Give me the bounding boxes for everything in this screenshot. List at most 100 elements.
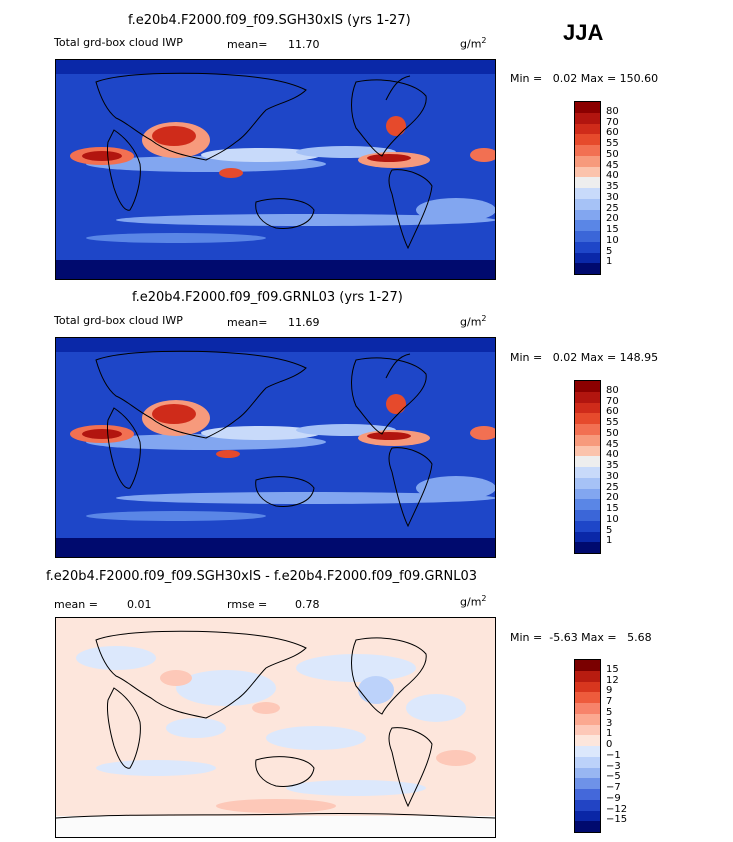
panel3-map bbox=[55, 617, 496, 838]
panel1-colorbar bbox=[574, 101, 601, 275]
colorbar-segment bbox=[575, 767, 600, 779]
colorbar-level-label: 5 bbox=[606, 706, 613, 718]
panel2-map bbox=[55, 337, 496, 558]
colorbar-segment bbox=[575, 112, 600, 124]
colorbar-segment bbox=[575, 660, 600, 671]
colorbar-segment bbox=[575, 123, 600, 135]
panel2-minmax: Min = 0.02 Max = 148.95 bbox=[510, 351, 659, 364]
colorbar-segment bbox=[575, 703, 600, 714]
colorbar-level-label: 10 bbox=[606, 513, 619, 525]
colorbar-segment bbox=[575, 145, 600, 156]
panel1-map bbox=[55, 59, 496, 280]
colorbar-segment bbox=[575, 799, 600, 811]
colorbar-segment bbox=[575, 102, 600, 113]
colorbar-segment bbox=[575, 188, 600, 199]
colorbar-level-label: 45 bbox=[606, 159, 619, 171]
colorbar-level-label: 15 bbox=[606, 224, 619, 235]
colorbar-segment bbox=[575, 713, 600, 725]
season-label: JJA bbox=[563, 20, 604, 45]
panel3-minmax: Min = -5.63 Max = 5.68 bbox=[510, 631, 652, 644]
colorbar-segment bbox=[575, 488, 600, 500]
colorbar-level-label: 35 bbox=[606, 460, 619, 471]
colorbar-level-label: −1 bbox=[606, 749, 621, 761]
colorbar-segment bbox=[575, 670, 600, 682]
panel1-mean-value: 11.70 bbox=[288, 38, 320, 51]
colorbar-level-label: 40 bbox=[606, 449, 619, 461]
colorbar-segment bbox=[575, 692, 600, 703]
colorbar-segment bbox=[575, 413, 600, 424]
colorbar-segment bbox=[575, 531, 600, 543]
colorbar-level-label: 1 bbox=[606, 535, 613, 547]
colorbar-level-label: 45 bbox=[606, 438, 619, 450]
panel2-colorbar bbox=[574, 380, 601, 554]
colorbar-level-label: 5 bbox=[606, 524, 613, 536]
colorbar-segment bbox=[575, 198, 600, 210]
colorbar-level-label: 5 bbox=[606, 245, 613, 257]
colorbar-level-label: 30 bbox=[606, 191, 619, 203]
colorbar-level-label: 20 bbox=[606, 492, 619, 504]
colorbar-segment bbox=[575, 821, 600, 832]
panel2-mean-label: mean= bbox=[227, 316, 268, 329]
panel1-variable: Total grd-box cloud IWP bbox=[54, 36, 183, 49]
colorbar-segment bbox=[575, 499, 600, 510]
colorbar-level-label: 9 bbox=[606, 685, 613, 697]
colorbar-level-label: 12 bbox=[606, 674, 619, 686]
colorbar-segment bbox=[575, 134, 600, 145]
panel3-mean-label: mean = bbox=[54, 598, 98, 611]
colorbar-level-label: 3 bbox=[606, 717, 613, 729]
colorbar-level-label: 60 bbox=[606, 406, 619, 418]
colorbar-segment bbox=[575, 510, 600, 521]
colorbar-level-label: 70 bbox=[606, 395, 619, 407]
colorbar-segment bbox=[575, 252, 600, 264]
colorbar-level-label: 7 bbox=[606, 696, 613, 707]
colorbar-segment bbox=[575, 467, 600, 478]
panel3-rmse-label: rmse = bbox=[227, 598, 268, 611]
colorbar-segment bbox=[575, 756, 600, 768]
colorbar-segment bbox=[575, 542, 600, 553]
colorbar-level-label: 25 bbox=[606, 202, 619, 214]
colorbar-segment bbox=[575, 735, 600, 746]
panel1-title: f.e20b4.F2000.f09_f09.SGH30xIS (yrs 1-27… bbox=[128, 13, 411, 28]
panel2-variable: Total grd-box cloud IWP bbox=[54, 314, 183, 327]
colorbar-level-label: 30 bbox=[606, 470, 619, 482]
colorbar-level-label: 15 bbox=[606, 503, 619, 514]
colorbar-segment bbox=[575, 434, 600, 446]
colorbar-segment bbox=[575, 778, 600, 789]
colorbar-level-label: 25 bbox=[606, 481, 619, 493]
panel1-map-svg bbox=[56, 60, 495, 279]
colorbar-level-label: 35 bbox=[606, 181, 619, 192]
colorbar-level-label: 20 bbox=[606, 213, 619, 225]
colorbar-segment bbox=[575, 231, 600, 242]
colorbar-segment bbox=[575, 241, 600, 253]
panel2-units: g/m2 bbox=[460, 314, 487, 329]
colorbar-segment bbox=[575, 381, 600, 392]
colorbar-level-label: 50 bbox=[606, 148, 619, 160]
colorbar-segment bbox=[575, 681, 600, 693]
colorbar-level-label: 40 bbox=[606, 170, 619, 182]
colorbar-segment bbox=[575, 391, 600, 403]
colorbar-level-label: 55 bbox=[606, 138, 619, 149]
colorbar-segment bbox=[575, 456, 600, 467]
colorbar-segment bbox=[575, 402, 600, 414]
panel3-title: f.e20b4.F2000.f09_f09.SGH30xIS - f.e20b4… bbox=[46, 569, 478, 584]
colorbar-level-label: 80 bbox=[606, 384, 619, 396]
colorbar-level-label: 80 bbox=[606, 105, 619, 117]
panel1-mean-label: mean= bbox=[227, 38, 268, 51]
colorbar-level-label: −9 bbox=[606, 792, 621, 804]
colorbar-segment bbox=[575, 477, 600, 489]
colorbar-level-label: 70 bbox=[606, 116, 619, 128]
colorbar-segment bbox=[575, 724, 600, 736]
colorbar-segment bbox=[575, 177, 600, 188]
colorbar-level-label: 60 bbox=[606, 127, 619, 139]
panel3-mean-value: 0.01 bbox=[127, 598, 152, 611]
colorbar-segment bbox=[575, 220, 600, 231]
colorbar-level-label: 1 bbox=[606, 728, 613, 740]
colorbar-segment bbox=[575, 810, 600, 822]
colorbar-segment bbox=[575, 445, 600, 457]
colorbar-level-label: 15 bbox=[606, 663, 619, 675]
colorbar-segment bbox=[575, 209, 600, 221]
colorbar-segment bbox=[575, 263, 600, 274]
panel3-colorbar bbox=[574, 659, 601, 833]
colorbar-level-label: −5 bbox=[606, 771, 621, 783]
panel2-map-svg bbox=[56, 338, 495, 557]
